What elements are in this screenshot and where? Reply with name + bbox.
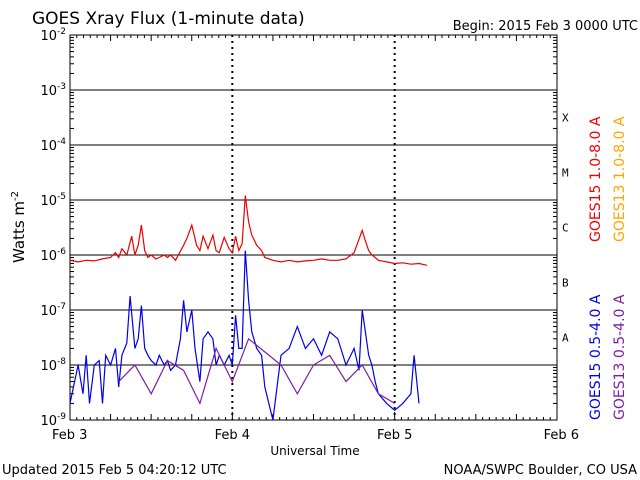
- y-tick-base: 10: [40, 194, 57, 209]
- begin-label: Begin: 2015 Feb 3 0000 UTC: [453, 19, 638, 34]
- flare-class-x: X: [562, 112, 569, 125]
- x-axis-label: Universal Time: [270, 444, 359, 458]
- flare-class-a: A: [562, 332, 569, 345]
- y-tick-exponent: -7: [57, 302, 66, 312]
- flare-class-c: C: [562, 222, 569, 235]
- x-tick-label: Feb 4: [215, 428, 250, 443]
- x-tick-labels: Feb 3 Feb 4 Feb 5 Feb 6: [52, 428, 579, 443]
- y-tick-base: 10: [40, 359, 57, 374]
- axis-ticks: [69, 34, 558, 421]
- y-tick-base: 10: [40, 29, 57, 44]
- legend-entry: GOES15 0.5-4.0 A: [588, 294, 604, 420]
- legend-entry: GOES13 1.0-8.0 A: [612, 116, 628, 242]
- y-axis-label-exponent: -2: [10, 191, 21, 201]
- plot-area: [69, 34, 558, 421]
- x-tick-label: Feb 5: [377, 428, 412, 443]
- flare-class-labels: A B C M X: [562, 112, 569, 345]
- y-tick-exponent: -6: [57, 247, 66, 257]
- y-tick-base: 10: [40, 414, 57, 429]
- series-lines: [69, 195, 428, 421]
- y-tick-exponent: -9: [57, 412, 66, 422]
- legend-entry: GOES15 1.0-8.0 A: [588, 116, 604, 242]
- y-tick-exponent: -4: [57, 137, 66, 147]
- x-tick-label: Feb 3: [52, 428, 87, 443]
- flare-class-b: B: [562, 277, 569, 290]
- y-tick-base: 10: [40, 249, 57, 264]
- y-tick-base: 10: [40, 139, 57, 154]
- y-tick-label: 10-6: [40, 247, 66, 264]
- y-tick-labels: 10-910-810-710-610-510-410-310-2: [40, 27, 66, 429]
- series-line: [69, 250, 420, 421]
- y-tick-label: 10-2: [40, 27, 66, 44]
- y-tick-label: 10-8: [40, 357, 66, 374]
- flare-class-m: M: [562, 167, 569, 180]
- y-tick-label: 10-4: [40, 137, 66, 154]
- y-tick-label: 10-7: [40, 302, 66, 319]
- y-axis-label: Watts m-2: [10, 191, 28, 263]
- x-tick-label: Feb 6: [544, 428, 579, 443]
- y-tick-exponent: -2: [57, 27, 66, 37]
- y-tick-base: 10: [40, 304, 57, 319]
- updated-label: Updated 2015 Feb 5 04:20:12 UTC: [2, 463, 227, 478]
- legend: GOES15 1.0-8.0 A GOES13 1.0-8.0 A GOES15 0…: [588, 116, 628, 420]
- chart-title: GOES Xray Flux (1-minute data): [32, 9, 305, 29]
- series-line: [118, 337, 396, 406]
- y-tick-label: 10-3: [40, 82, 66, 99]
- y-tick-exponent: -5: [57, 192, 66, 202]
- source-label: NOAA/SWPC Boulder, CO USA: [444, 463, 637, 478]
- y-tick-exponent: -8: [57, 357, 66, 367]
- y-tick-exponent: -3: [57, 82, 66, 92]
- series-line: [69, 195, 428, 266]
- y-tick-label: 10-5: [40, 192, 66, 209]
- y-tick-label: 10-9: [40, 412, 66, 429]
- y-tick-base: 10: [40, 84, 57, 99]
- y-axis-label-text: Watts m: [10, 201, 28, 263]
- legend-entry: GOES13 0.5-4.0 A: [612, 294, 628, 420]
